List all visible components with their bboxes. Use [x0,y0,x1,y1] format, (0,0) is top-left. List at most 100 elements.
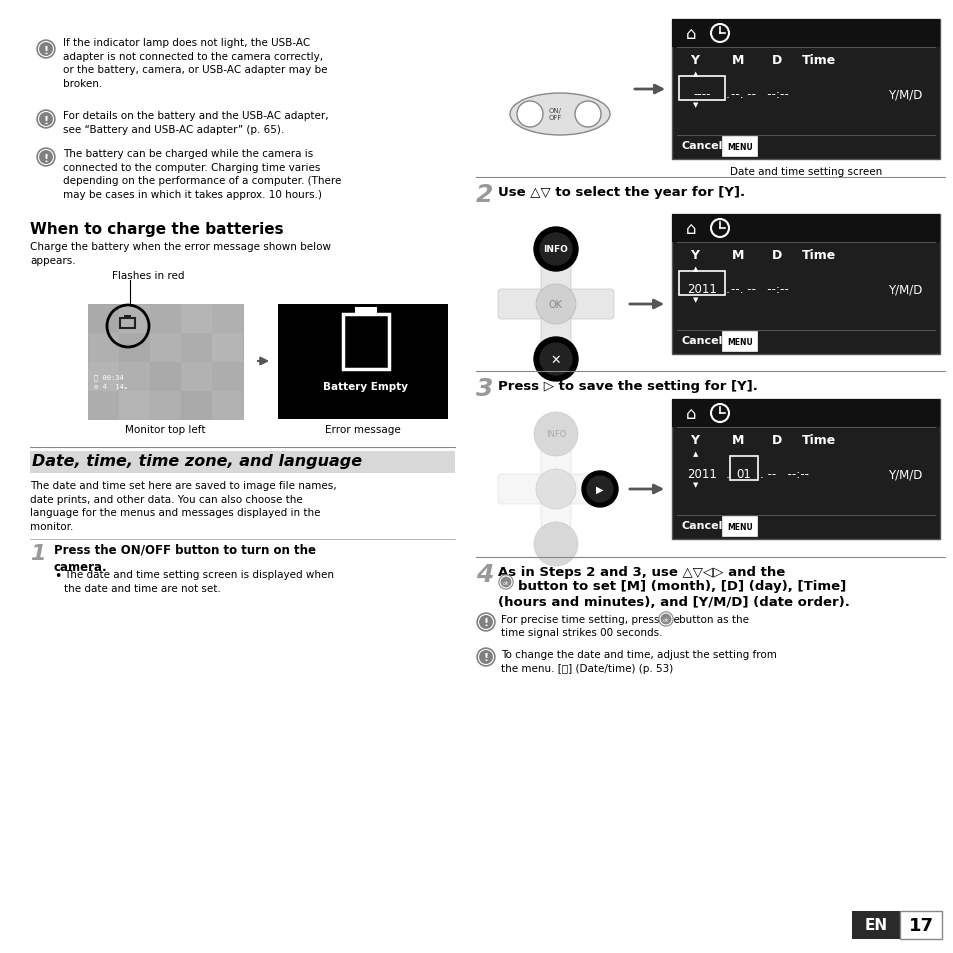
Text: !: ! [44,46,49,55]
Text: time signal strikes 00 seconds.: time signal strikes 00 seconds. [500,627,661,638]
Text: button as the: button as the [679,615,748,624]
Text: OK: OK [548,299,562,310]
FancyBboxPatch shape [181,392,212,420]
FancyBboxPatch shape [88,305,119,334]
Text: Y: Y [689,434,699,447]
Circle shape [476,614,495,631]
Text: •: • [54,569,61,582]
FancyBboxPatch shape [88,392,119,420]
Text: 2: 2 [476,183,493,207]
Circle shape [37,111,55,129]
Circle shape [539,344,572,375]
Text: (hours and minutes), and [Y/M/D] (date order).: (hours and minutes), and [Y/M/D] (date o… [497,596,849,608]
FancyBboxPatch shape [497,290,614,319]
Text: 1: 1 [30,543,46,563]
Text: INFO: INFO [543,245,568,254]
FancyBboxPatch shape [722,333,757,352]
FancyBboxPatch shape [671,20,939,48]
Text: .: . [725,283,729,296]
Text: Monitor top left: Monitor top left [125,424,205,435]
FancyBboxPatch shape [119,334,150,363]
FancyBboxPatch shape [88,334,119,363]
FancyBboxPatch shape [124,315,131,319]
FancyBboxPatch shape [181,363,212,392]
FancyBboxPatch shape [899,911,941,939]
Text: ▲: ▲ [693,451,698,456]
Text: Time: Time [801,434,836,447]
Text: !: ! [483,618,488,628]
FancyBboxPatch shape [671,214,939,243]
Circle shape [534,522,578,566]
Circle shape [476,648,495,666]
Text: Y: Y [689,249,699,262]
Circle shape [534,337,578,381]
FancyBboxPatch shape [119,392,150,420]
Text: Date and time setting screen: Date and time setting screen [729,167,882,177]
Text: ON/
OFF: ON/ OFF [548,109,561,121]
Text: !: ! [44,153,49,163]
Text: 4: 4 [476,562,493,586]
FancyBboxPatch shape [119,305,150,334]
FancyBboxPatch shape [671,399,939,539]
Text: . --   --:--: . -- --:-- [760,468,808,481]
Text: As in Steps 2 and 3, use △▽◁▷ and the: As in Steps 2 and 3, use △▽◁▷ and the [497,565,784,578]
Text: MENU: MENU [726,143,752,152]
Text: Flashes in red: Flashes in red [112,271,184,281]
FancyBboxPatch shape [212,305,243,334]
Text: Error message: Error message [325,424,400,435]
Text: MENU: MENU [726,523,752,532]
FancyBboxPatch shape [30,452,455,474]
Text: To change the date and time, adjust the setting from
the menu. [⌛] (Date/time) (: To change the date and time, adjust the … [500,649,776,673]
FancyBboxPatch shape [212,392,243,420]
Text: ℇ 00:34: ℇ 00:34 [94,374,124,380]
Text: Use △▽ to select the year for [Y].: Use △▽ to select the year for [Y]. [497,186,744,199]
Text: ▼: ▼ [693,102,698,108]
Text: ▲: ▲ [693,71,698,77]
Circle shape [534,228,578,272]
Ellipse shape [510,94,609,136]
FancyBboxPatch shape [277,305,448,419]
Text: Date, time, time zone, and language: Date, time, time zone, and language [32,454,362,469]
FancyBboxPatch shape [119,363,150,392]
Circle shape [517,102,542,128]
FancyBboxPatch shape [150,363,181,392]
Text: Press the ON/OFF button to turn on the
camera.: Press the ON/OFF button to turn on the c… [54,543,315,574]
FancyBboxPatch shape [722,517,757,537]
Circle shape [575,102,600,128]
FancyBboxPatch shape [88,305,243,419]
Text: ▶: ▶ [596,484,603,495]
Text: ok: ok [662,618,669,622]
Text: ⌂: ⌂ [685,25,696,43]
Text: ▼: ▼ [693,296,698,303]
Text: Y/M/D: Y/M/D [887,468,922,481]
Circle shape [536,470,576,510]
Text: !: ! [483,653,488,662]
Text: ▼: ▼ [693,481,698,488]
Text: --. --   --:--: --. -- --:-- [730,283,788,296]
Text: ⊙ 4  14ₘ: ⊙ 4 14ₘ [94,384,128,390]
Text: ▲: ▲ [693,266,698,272]
Text: ⌂: ⌂ [685,220,696,237]
Circle shape [534,413,578,456]
Text: The date and time setting screen is displayed when
the date and time are not set: The date and time setting screen is disp… [64,569,334,593]
Text: D: D [771,54,781,67]
Text: MENU: MENU [726,338,752,347]
Text: ✕: ✕ [550,354,560,366]
Text: --. --   --:--: --. -- --:-- [730,89,788,101]
Text: Cancel: Cancel [681,335,722,346]
Text: If the indicator lamp does not light, the USB-AC
adapter is not connected to the: If the indicator lamp does not light, th… [63,38,327,89]
Text: D: D [771,434,781,447]
FancyBboxPatch shape [671,214,939,355]
Text: For precise time setting, press the: For precise time setting, press the [500,615,679,624]
Text: Press ▷ to save the setting for [Y].: Press ▷ to save the setting for [Y]. [497,379,757,393]
FancyBboxPatch shape [497,475,614,504]
Text: 01: 01 [736,468,751,481]
Circle shape [581,472,618,507]
Text: 2011: 2011 [686,468,717,481]
Text: 2011: 2011 [686,283,717,296]
Circle shape [659,613,672,626]
Circle shape [586,476,613,502]
Text: 17: 17 [907,916,933,934]
FancyBboxPatch shape [150,305,181,334]
Circle shape [539,233,572,266]
